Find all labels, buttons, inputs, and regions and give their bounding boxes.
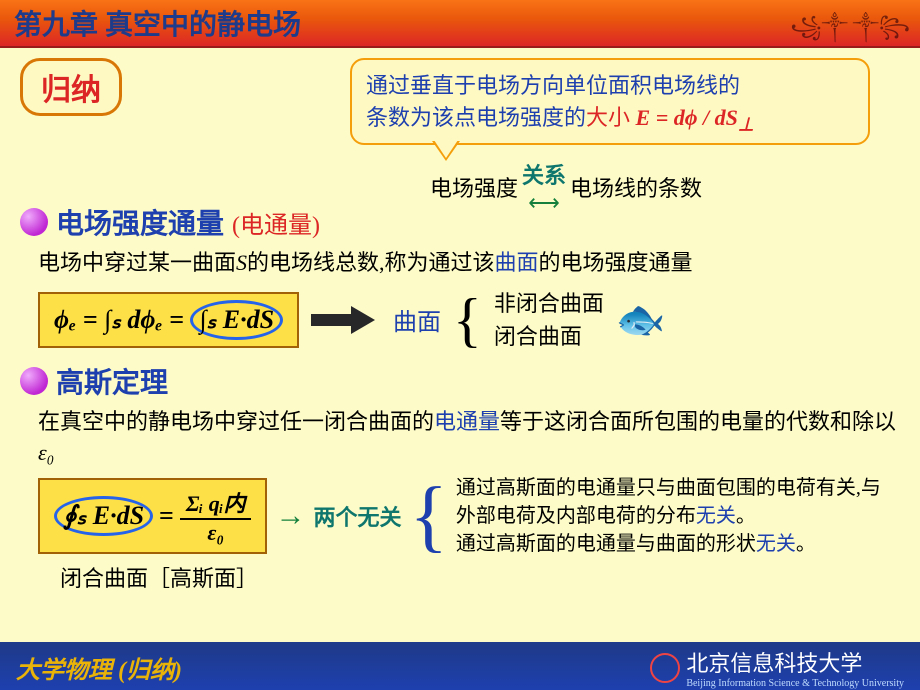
footer-university: 北京信息科技大学 Beijing Information Science & T… bbox=[650, 646, 904, 689]
summary-badge: 归纳 bbox=[20, 58, 122, 116]
fish-icon: 🐟 bbox=[616, 296, 666, 343]
arrow-right-icon bbox=[311, 306, 381, 334]
slide-header: 第九章 真空中的静电场 ꧁༒ ༒꧂ bbox=[0, 0, 920, 48]
brace-icon: { bbox=[409, 492, 447, 540]
definition-callout: 通过垂直于电场方向单位面积电场线的 条数为该点电场强度的大小 E = dϕ / … bbox=[350, 58, 870, 145]
bullet-icon bbox=[20, 208, 48, 236]
slide-footer: 大学物理 (归纳) 北京信息科技大学 Beijing Information S… bbox=[0, 642, 920, 690]
bidirectional-arrow-icon: ⟷ bbox=[528, 190, 560, 216]
bullet-icon bbox=[20, 367, 48, 395]
relation-row: 电场强度 关系 ⟷ 电场线的条数 bbox=[430, 158, 702, 216]
callout-line1: 通过垂直于电场方向单位面积电场线的 bbox=[366, 68, 854, 100]
brace-icon: { bbox=[453, 302, 482, 338]
flux-formula-row: ϕₑ = ∫ₛ dϕₑ = ∫ₛ E·dS 曲面 { 非闭合曲面 闭合曲面 🐟 bbox=[38, 287, 900, 353]
gauss-formula: ∮ₛ E·dS = Σᵢ qᵢ内 ε₀ bbox=[38, 478, 267, 554]
university-logo-icon bbox=[650, 653, 680, 683]
formula-E-dphi-dS: E = dϕ / dS⊥ bbox=[636, 105, 754, 130]
section-gauss: 高斯定理 bbox=[20, 361, 900, 401]
flux-definition: 电场中穿过某一曲面S的电场线总数,称为通过该曲面的电场强度通量 bbox=[38, 248, 900, 279]
gauss-formula-row: ∮ₛ E·dS = Σᵢ qᵢ内 ε₀ → 两个无关 { 通过高斯面的电通量只与… bbox=[38, 474, 900, 558]
footer-course: 大学物理 (归纳) bbox=[16, 650, 182, 685]
chapter-title: 第九章 真空中的静电场 bbox=[14, 3, 301, 43]
green-arrow-icon: → bbox=[275, 499, 305, 533]
gauss-definition: 在真空中的静电场中穿过任一闭合曲面的电通量等于这闭合面所包围的电量的代数和除以ε… bbox=[38, 407, 900, 469]
slide-content: 归纳 通过垂直于电场方向单位面积电场线的 条数为该点电场强度的大小 E = dϕ… bbox=[0, 48, 920, 642]
oval-highlight: ∫ₛ E·dS bbox=[190, 300, 283, 340]
gauss-surface-caption: 闭合曲面［高斯面］ bbox=[60, 564, 900, 595]
callout-line2: 条数为该点电场强度的大小 E = dϕ / dS⊥ bbox=[366, 100, 854, 135]
gauss-notes: 通过高斯面的电通量只与曲面包围的电荷有关,与外部电荷及内部电荷的分布无关。 通过… bbox=[456, 474, 900, 558]
flux-formula: ϕₑ = ∫ₛ dϕₑ = ∫ₛ E·dS bbox=[38, 292, 299, 348]
